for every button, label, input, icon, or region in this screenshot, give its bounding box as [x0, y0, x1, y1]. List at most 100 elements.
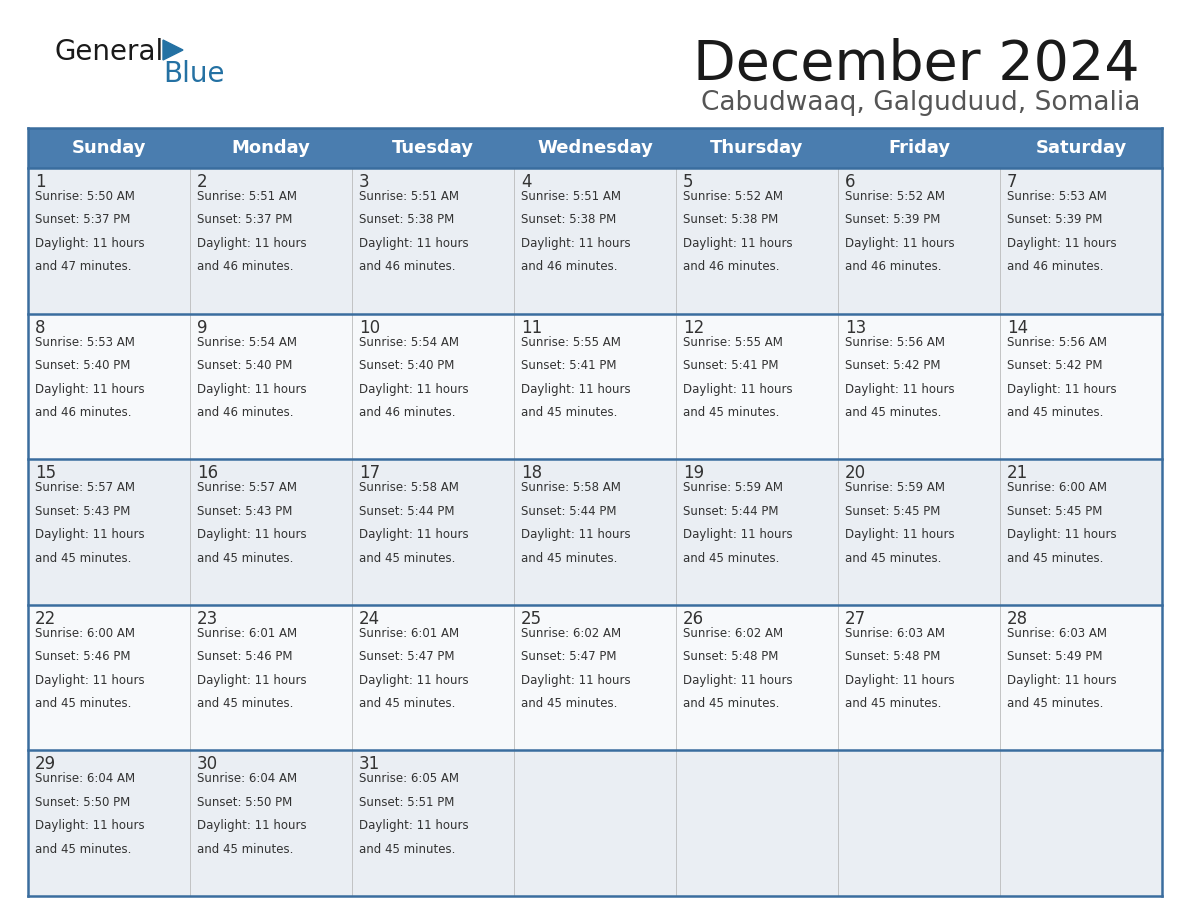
Text: Sunset: 5:42 PM: Sunset: 5:42 PM [1007, 359, 1102, 372]
Text: 25: 25 [522, 610, 542, 628]
Text: Sunset: 5:39 PM: Sunset: 5:39 PM [1007, 214, 1102, 227]
Text: Daylight: 11 hours: Daylight: 11 hours [522, 383, 631, 396]
Text: Sunrise: 5:56 AM: Sunrise: 5:56 AM [1007, 336, 1107, 349]
Text: and 45 minutes.: and 45 minutes. [683, 698, 779, 711]
Text: and 45 minutes.: and 45 minutes. [845, 552, 941, 565]
Bar [29, 314, 1162, 459]
Text: Daylight: 11 hours: Daylight: 11 hours [683, 674, 792, 687]
Text: Sunset: 5:38 PM: Sunset: 5:38 PM [359, 214, 454, 227]
Text: Daylight: 11 hours: Daylight: 11 hours [683, 383, 792, 396]
Text: Sunset: 5:38 PM: Sunset: 5:38 PM [683, 214, 778, 227]
Text: Friday: Friday [887, 139, 950, 157]
Text: Sunrise: 6:03 AM: Sunrise: 6:03 AM [845, 627, 944, 640]
Text: Daylight: 11 hours: Daylight: 11 hours [197, 820, 307, 833]
Text: 1: 1 [34, 173, 45, 191]
Text: Daylight: 11 hours: Daylight: 11 hours [683, 528, 792, 542]
Text: and 45 minutes.: and 45 minutes. [359, 552, 455, 565]
Text: and 45 minutes.: and 45 minutes. [1007, 698, 1104, 711]
Text: Sunrise: 6:04 AM: Sunrise: 6:04 AM [197, 772, 297, 786]
Text: Daylight: 11 hours: Daylight: 11 hours [34, 383, 145, 396]
Text: 28: 28 [1007, 610, 1028, 628]
Text: and 45 minutes.: and 45 minutes. [197, 698, 293, 711]
Text: Sunrise: 6:00 AM: Sunrise: 6:00 AM [1007, 481, 1107, 494]
Text: Sunset: 5:47 PM: Sunset: 5:47 PM [522, 650, 617, 664]
Text: Daylight: 11 hours: Daylight: 11 hours [522, 674, 631, 687]
Text: and 46 minutes.: and 46 minutes. [359, 406, 455, 419]
Text: 8: 8 [34, 319, 45, 337]
Text: Sunset: 5:46 PM: Sunset: 5:46 PM [197, 650, 292, 664]
Text: Daylight: 11 hours: Daylight: 11 hours [359, 528, 468, 542]
Text: Sunset: 5:50 PM: Sunset: 5:50 PM [34, 796, 131, 809]
Text: 29: 29 [34, 756, 56, 773]
Text: and 45 minutes.: and 45 minutes. [522, 406, 618, 419]
Text: Daylight: 11 hours: Daylight: 11 hours [197, 528, 307, 542]
Text: Sunrise: 5:58 AM: Sunrise: 5:58 AM [359, 481, 459, 494]
Text: Sunrise: 5:57 AM: Sunrise: 5:57 AM [34, 481, 135, 494]
Text: Daylight: 11 hours: Daylight: 11 hours [359, 383, 468, 396]
Text: 19: 19 [683, 465, 704, 482]
Text: General: General [55, 38, 164, 66]
Text: and 46 minutes.: and 46 minutes. [34, 406, 132, 419]
Text: and 45 minutes.: and 45 minutes. [522, 698, 618, 711]
Bar [29, 128, 1162, 168]
Text: Sunset: 5:51 PM: Sunset: 5:51 PM [359, 796, 454, 809]
Text: Thursday: Thursday [710, 139, 804, 157]
Text: Sunrise: 5:52 AM: Sunrise: 5:52 AM [845, 190, 944, 203]
Text: Sunrise: 6:01 AM: Sunrise: 6:01 AM [359, 627, 459, 640]
Text: 10: 10 [359, 319, 380, 337]
Text: and 46 minutes.: and 46 minutes. [197, 261, 293, 274]
Text: Sunday: Sunday [71, 139, 146, 157]
Text: December 2024: December 2024 [694, 38, 1140, 92]
Text: 26: 26 [683, 610, 704, 628]
Text: and 45 minutes.: and 45 minutes. [1007, 552, 1104, 565]
Text: Wednesday: Wednesday [537, 139, 653, 157]
Text: Sunrise: 5:53 AM: Sunrise: 5:53 AM [34, 336, 135, 349]
Text: Sunset: 5:37 PM: Sunset: 5:37 PM [197, 214, 292, 227]
Text: Sunset: 5:48 PM: Sunset: 5:48 PM [683, 650, 778, 664]
Text: Daylight: 11 hours: Daylight: 11 hours [845, 674, 955, 687]
Text: Sunset: 5:46 PM: Sunset: 5:46 PM [34, 650, 131, 664]
Text: Sunrise: 6:00 AM: Sunrise: 6:00 AM [34, 627, 135, 640]
Text: 7: 7 [1007, 173, 1017, 191]
Text: Daylight: 11 hours: Daylight: 11 hours [522, 528, 631, 542]
Text: Sunrise: 6:03 AM: Sunrise: 6:03 AM [1007, 627, 1107, 640]
Text: Sunset: 5:43 PM: Sunset: 5:43 PM [34, 505, 131, 518]
Text: Sunset: 5:37 PM: Sunset: 5:37 PM [34, 214, 131, 227]
Text: and 45 minutes.: and 45 minutes. [359, 698, 455, 711]
Text: 3: 3 [359, 173, 369, 191]
Text: Daylight: 11 hours: Daylight: 11 hours [359, 820, 468, 833]
Text: 4: 4 [522, 173, 531, 191]
Text: Sunrise: 5:53 AM: Sunrise: 5:53 AM [1007, 190, 1107, 203]
Text: and 45 minutes.: and 45 minutes. [522, 552, 618, 565]
Text: Sunrise: 5:51 AM: Sunrise: 5:51 AM [359, 190, 459, 203]
Text: Daylight: 11 hours: Daylight: 11 hours [359, 674, 468, 687]
Text: 22: 22 [34, 610, 56, 628]
Text: Sunrise: 5:59 AM: Sunrise: 5:59 AM [845, 481, 944, 494]
Text: Daylight: 11 hours: Daylight: 11 hours [1007, 528, 1117, 542]
Polygon shape [163, 40, 183, 60]
Text: Sunrise: 6:02 AM: Sunrise: 6:02 AM [522, 627, 621, 640]
Text: Daylight: 11 hours: Daylight: 11 hours [845, 383, 955, 396]
Text: and 45 minutes.: and 45 minutes. [197, 552, 293, 565]
Text: Sunrise: 5:51 AM: Sunrise: 5:51 AM [197, 190, 297, 203]
Text: Tuesday: Tuesday [392, 139, 474, 157]
Text: Daylight: 11 hours: Daylight: 11 hours [845, 237, 955, 250]
Text: Daylight: 11 hours: Daylight: 11 hours [845, 528, 955, 542]
Text: 9: 9 [197, 319, 208, 337]
Text: and 45 minutes.: and 45 minutes. [845, 406, 941, 419]
Text: Saturday: Saturday [1036, 139, 1126, 157]
Text: and 45 minutes.: and 45 minutes. [197, 843, 293, 856]
Text: Sunrise: 6:04 AM: Sunrise: 6:04 AM [34, 772, 135, 786]
Text: 16: 16 [197, 465, 219, 482]
Text: 5: 5 [683, 173, 694, 191]
Text: Daylight: 11 hours: Daylight: 11 hours [34, 528, 145, 542]
Text: Sunrise: 6:02 AM: Sunrise: 6:02 AM [683, 627, 783, 640]
Text: Sunset: 5:48 PM: Sunset: 5:48 PM [845, 650, 941, 664]
Text: Daylight: 11 hours: Daylight: 11 hours [197, 383, 307, 396]
Text: Sunset: 5:45 PM: Sunset: 5:45 PM [845, 505, 941, 518]
Text: Sunset: 5:49 PM: Sunset: 5:49 PM [1007, 650, 1102, 664]
Text: 17: 17 [359, 465, 380, 482]
Text: Sunset: 5:44 PM: Sunset: 5:44 PM [522, 505, 617, 518]
Text: and 46 minutes.: and 46 minutes. [197, 406, 293, 419]
Text: and 45 minutes.: and 45 minutes. [1007, 406, 1104, 419]
